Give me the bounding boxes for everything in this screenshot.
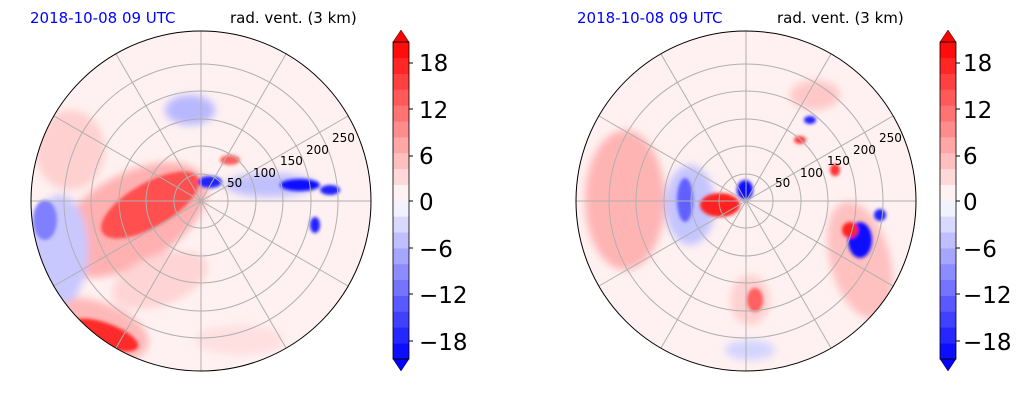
right-cbar-label-0: 0: [963, 190, 978, 216]
cbL-bin: [393, 168, 409, 185]
cbL-bin: [393, 184, 409, 201]
cbR-bin: [940, 184, 956, 201]
cbR-bin: [940, 216, 956, 233]
right-field: [585, 80, 893, 360]
right-polar-plot: 50 100 150 200 250: [575, 30, 917, 372]
cbR-bin: [940, 89, 956, 106]
left-cbar-label-0: 0: [419, 190, 434, 216]
cbL-bin: [393, 121, 409, 138]
right-cbar-label-minus-18: −18: [963, 330, 1012, 356]
right-cbar-label-12: 12: [963, 98, 992, 124]
left-colorbar-tick-labels: 18 12 6 0 −6 −12 −18: [419, 51, 468, 356]
cbR-bin: [940, 263, 956, 281]
cbL-bin: [393, 105, 409, 122]
right-plot-border: [575, 30, 917, 372]
cbL-bin: [393, 232, 409, 249]
cbL-bin: [393, 89, 409, 106]
left-panel: 2018-10-08 09 UTC rad. vent. (3 km): [30, 9, 468, 372]
cbL-bin: [393, 248, 409, 265]
right-radial-tick-100: 100: [800, 166, 823, 180]
left-radial-tick-labels: 50 100 150 200 250: [227, 131, 355, 190]
cbL-bin: [393, 42, 409, 59]
cbR-bin: [940, 57, 956, 74]
right-cbar-label-minus-6: −6: [963, 237, 997, 263]
cbL-bin: [393, 152, 409, 170]
left-cbar-label-12: 12: [419, 98, 448, 124]
left-polar-plot: 50 100 150 200 250: [30, 30, 372, 372]
cbR-bin: [940, 279, 956, 296]
cbR-bin: [940, 248, 956, 265]
left-radial-tick-250: 250: [332, 131, 355, 145]
right-time-label: 2018-10-08 09 UTC: [577, 9, 723, 27]
cbR-bin: [940, 105, 956, 122]
left-polar-grid: [31, 31, 371, 371]
cbR-bin: [940, 42, 956, 59]
left-time-label: 2018-10-08 09 UTC: [30, 9, 176, 27]
left-cbar-label-6: 6: [419, 144, 434, 170]
right-radial-tick-200: 200: [853, 143, 876, 157]
right-cbar-label-18: 18: [963, 51, 992, 77]
cbL-bin: [393, 263, 409, 281]
right-chart-title: rad. vent. (3 km): [777, 9, 904, 27]
cbR-bin: [940, 152, 956, 170]
right-radial-tick-250: 250: [879, 131, 902, 145]
right-polar-grid: [576, 31, 916, 371]
cbL-bin: [393, 295, 409, 312]
cbR-bin: [940, 311, 956, 328]
right-colorbar-ticks: [956, 62, 960, 342]
right-radial-tick-50: 50: [775, 176, 790, 190]
cbL-bin: [393, 327, 409, 344]
cbL-bin: [393, 137, 409, 154]
left-plot-border: [30, 30, 372, 372]
cbL-bin: [393, 343, 409, 360]
right-colorbar-bins: [940, 42, 956, 360]
left-colorbar-lower-extend: [392, 358, 410, 372]
right-panel: 2018-10-08 09 UTC rad. vent. (3 km): [575, 9, 1012, 372]
right-colorbar-lower-extend: [939, 358, 957, 372]
cbR-bin: [940, 168, 956, 185]
cbR-bin: [940, 200, 956, 217]
cbL-bin: [393, 73, 409, 90]
right-colorbar: 18 12 6 0 −6 −12 −18: [939, 29, 1012, 372]
cbR-bin: [940, 327, 956, 344]
left-radial-tick-150: 150: [280, 154, 303, 168]
cbL-bin: [393, 311, 409, 328]
left-colorbar-upper-extend: [392, 29, 410, 43]
right-colorbar-upper-extend: [939, 29, 957, 43]
cbL-bin: [393, 57, 409, 74]
right-colorbar-tick-labels: 18 12 6 0 −6 −12 −18: [963, 51, 1012, 356]
left-colorbar-ticks: [409, 62, 413, 342]
right-cbar-label-minus-12: −12: [963, 283, 1012, 309]
cbL-bin: [393, 200, 409, 217]
left-colorbar-bins: [393, 42, 409, 360]
cbR-bin: [940, 295, 956, 312]
left-cbar-label-minus-6: −6: [419, 237, 453, 263]
left-cbar-label-18: 18: [419, 51, 448, 77]
cbR-bin: [940, 343, 956, 360]
cbL-bin: [393, 279, 409, 296]
cbR-bin: [940, 232, 956, 249]
left-colorbar: 18 12 6 0 −6 −12 −18: [392, 29, 468, 372]
left-cbar-label-minus-18: −18: [419, 330, 468, 356]
right-cbar-label-6: 6: [963, 144, 978, 170]
left-cbar-label-minus-12: −12: [419, 283, 468, 309]
cbR-bin: [940, 137, 956, 154]
left-radial-tick-50: 50: [227, 176, 242, 190]
right-radial-tick-labels: 50 100 150 200 250: [775, 131, 902, 190]
left-radial-tick-200: 200: [306, 143, 329, 157]
left-radial-tick-100: 100: [253, 166, 276, 180]
right-radial-tick-150: 150: [827, 154, 850, 168]
cbR-bin: [940, 121, 956, 138]
cbL-bin: [393, 216, 409, 233]
left-chart-title: rad. vent. (3 km): [230, 9, 357, 27]
cbR-bin: [940, 73, 956, 90]
